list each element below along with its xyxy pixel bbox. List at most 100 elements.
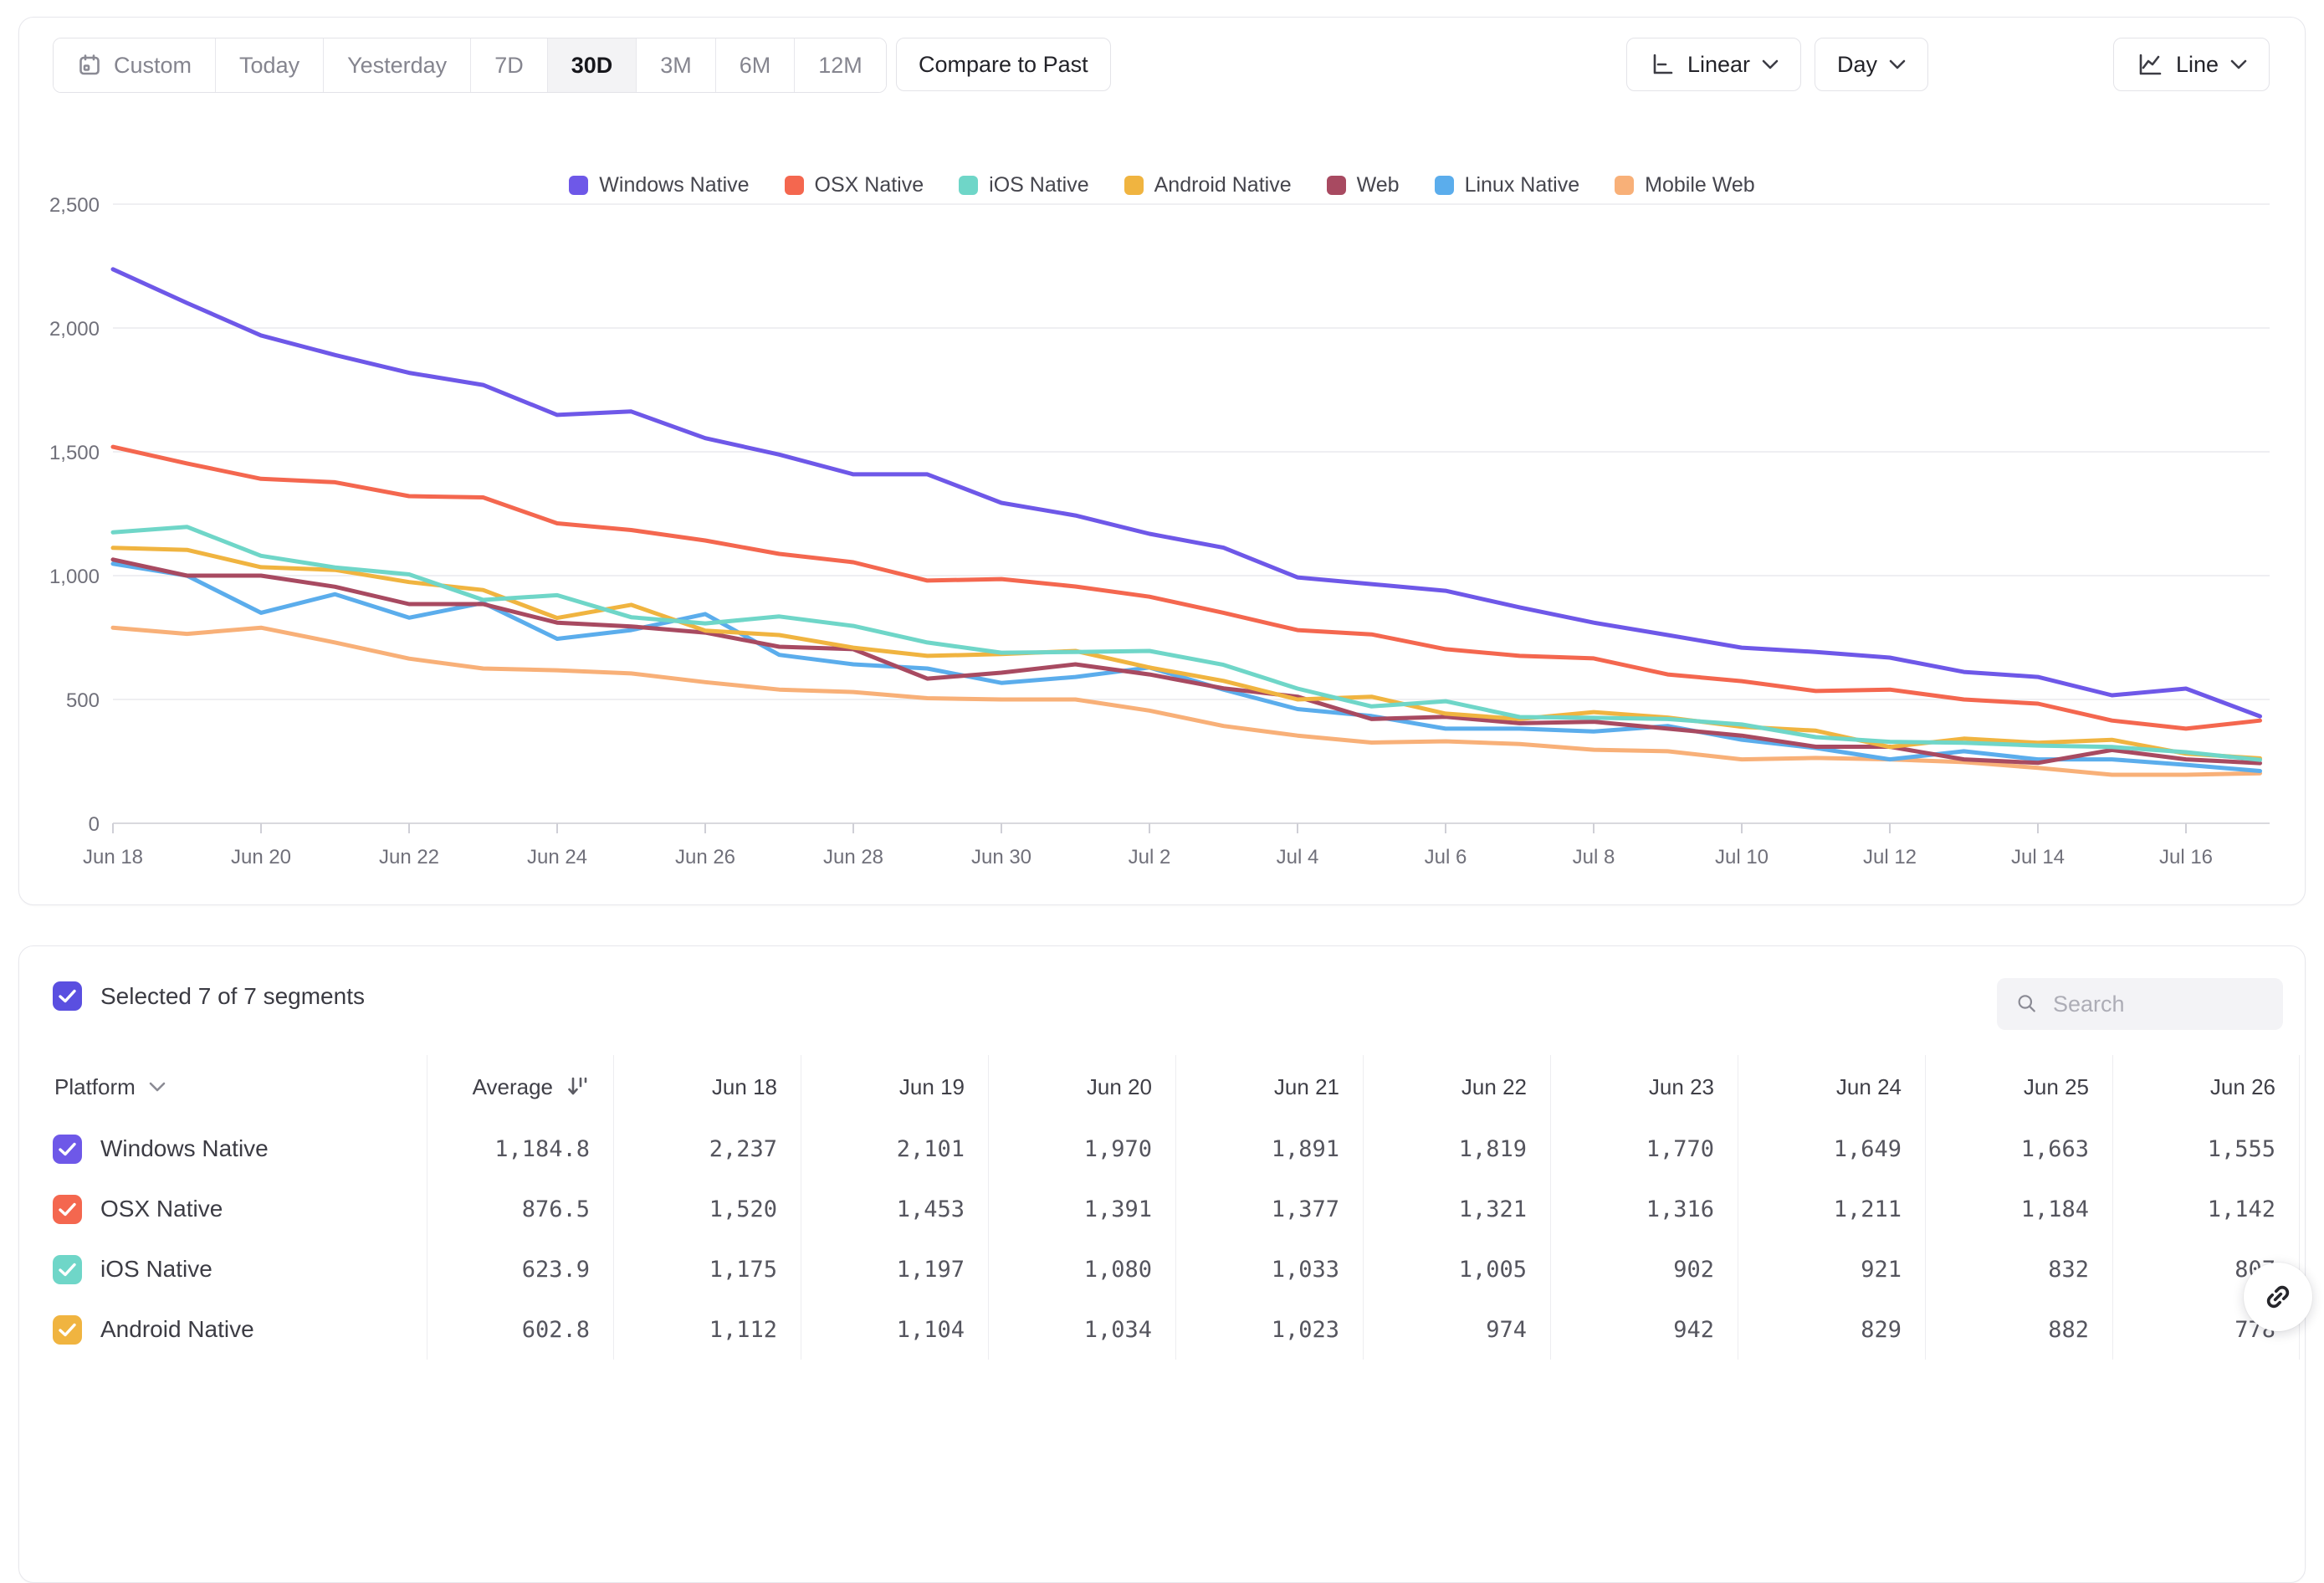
cell-value: 1,819	[1363, 1119, 1550, 1179]
cell-value: 829	[1738, 1299, 1925, 1360]
range-option-12m[interactable]: 12M	[795, 38, 886, 92]
range-option-3m[interactable]: 3M	[637, 38, 716, 92]
legend-item-windows-native[interactable]: Windows Native	[569, 173, 750, 197]
cell-value: 1,023	[1175, 1299, 1363, 1360]
svg-text:Jun 20: Jun 20	[231, 846, 291, 868]
date-column-header: Jun 25	[1925, 1055, 2112, 1119]
scale-selector-button[interactable]: Linear	[1625, 38, 1801, 91]
date-column-header: Jun 19	[801, 1055, 988, 1119]
chart-legend: Windows Native OSX Native iOS Native Androi…	[19, 173, 2305, 197]
segment-name: Android Native	[100, 1316, 254, 1342]
range-option-custom[interactable]: Custom	[54, 38, 217, 92]
series-line-windows-native	[110, 267, 2262, 719]
legend-swatch	[569, 176, 589, 195]
table-row-android-native: Android Native 602.8 1,112 1,104 1,034 1,023 9…	[19, 1299, 2305, 1360]
date-range-segmented-control: Custom Today Yesterday 7D 30D 3M 6M 12M	[53, 38, 887, 93]
check-icon	[59, 1142, 76, 1155]
average-value: 623.9	[427, 1239, 613, 1299]
check-icon	[59, 1263, 76, 1276]
svg-text:Jul 2: Jul 2	[1129, 846, 1171, 868]
cell-value: 1,184	[1925, 1179, 2112, 1239]
chart-type-selector-label: Line	[2175, 51, 2219, 77]
date-column-header: Jun 22	[1363, 1055, 1550, 1119]
legend-swatch	[1326, 176, 1346, 195]
legend-item-osx-native[interactable]: OSX Native	[784, 173, 924, 197]
cell-value: 1,555	[2112, 1119, 2300, 1179]
range-option-6m[interactable]: 6M	[715, 38, 796, 92]
segments-table-card: Selected 7 of 7 segments Platform Averag…	[18, 945, 2306, 1583]
legend-item-linux-native[interactable]: Linux Native	[1434, 173, 1579, 197]
legend-item-mobile-web[interactable]: Mobile Web	[1615, 173, 1755, 197]
sort-descending-icon	[568, 1077, 587, 1095]
cell-value: 1,770	[1550, 1119, 1738, 1179]
cell-value: 1,316	[1550, 1179, 1738, 1239]
cell-value: 1,891	[1175, 1119, 1363, 1179]
select-all-checkbox[interactable]	[53, 981, 82, 1011]
segment-checkbox[interactable]	[53, 1314, 82, 1345]
series-line-web	[110, 557, 2262, 766]
search-input[interactable]	[2050, 990, 2265, 1018]
svg-text:1,500: 1,500	[49, 442, 100, 464]
cell-value: 1,211	[1738, 1179, 1925, 1239]
cell-value: 921	[1738, 1239, 1925, 1299]
segment-checkbox[interactable]	[53, 1134, 82, 1164]
cell-value: 1,005	[1363, 1239, 1550, 1299]
cell-value: 902	[1550, 1239, 1738, 1299]
range-option-7d[interactable]: 7D	[471, 38, 548, 92]
cell-value: 1,377	[1175, 1179, 1363, 1239]
cell-value: 1,197	[801, 1239, 988, 1299]
table-row-osx-native: OSX Native 876.5 1,520 1,453 1,391 1,377 1,321…	[19, 1179, 2305, 1239]
segment-checkbox[interactable]	[53, 1194, 82, 1224]
cell-value: 1,112	[613, 1299, 801, 1360]
linear-scale-icon	[1653, 54, 1673, 74]
svg-text:500: 500	[66, 689, 100, 712]
date-column-header: Jun 20	[988, 1055, 1175, 1119]
line-chart-icon	[2139, 54, 2162, 75]
table-body: Windows Native 1,184.8 2,237 2,101 1,970 1,89…	[19, 1119, 2305, 1360]
legend-item-web[interactable]: Web	[1326, 173, 1400, 197]
calendar-icon	[79, 54, 100, 75]
cell-value: 2,101	[801, 1119, 988, 1179]
cell-value: 1,080	[988, 1239, 1175, 1299]
legend-item-ios-native[interactable]: iOS Native	[959, 173, 1089, 197]
check-icon	[59, 989, 76, 1003]
cell-value: 1,104	[801, 1299, 988, 1360]
average-column-header[interactable]: Average	[427, 1055, 613, 1119]
chart-type-selector-button[interactable]: Line	[2112, 38, 2270, 91]
svg-text:Jul 10: Jul 10	[1715, 846, 1769, 868]
date-column-header: Jun 24	[1738, 1055, 1925, 1119]
chevron-down-icon	[149, 1082, 166, 1092]
cell-value: 1,520	[613, 1179, 801, 1239]
segments-search-box	[1997, 978, 2283, 1030]
range-option-today[interactable]: Today	[216, 38, 325, 92]
cell-value: 1,970	[988, 1119, 1175, 1179]
svg-text:Jul 4: Jul 4	[1277, 846, 1319, 868]
interval-selector-label: Day	[1836, 51, 1877, 77]
legend-label: Android Native	[1154, 173, 1292, 197]
range-option-30d[interactable]: 30D	[547, 38, 637, 92]
platform-header-label: Platform	[54, 1073, 136, 1099]
cell-value: 1,034	[988, 1299, 1175, 1360]
table-header-row: Platform Average Jun 18 Jun 19 Jun 20 Jun 2…	[19, 1055, 2305, 1119]
copy-link-button[interactable]	[2244, 1263, 2312, 1331]
svg-text:Jun 26: Jun 26	[675, 846, 735, 868]
segment-checkbox[interactable]	[53, 1254, 82, 1284]
legend-label: iOS Native	[989, 173, 1089, 197]
interval-selector-button[interactable]: Day	[1814, 38, 1928, 91]
legend-item-android-native[interactable]: Android Native	[1124, 173, 1292, 197]
chevron-down-icon	[1762, 59, 1779, 69]
scale-selector-label: Linear	[1687, 51, 1750, 77]
svg-text:2,500: 2,500	[49, 194, 100, 217]
legend-swatch	[1434, 176, 1454, 195]
range-option-yesterday[interactable]: Yesterday	[324, 38, 472, 92]
check-icon	[59, 1323, 76, 1336]
compare-to-past-button[interactable]: Compare to Past	[896, 38, 1111, 91]
link-icon	[2266, 1285, 2290, 1309]
legend-label: Mobile Web	[1645, 173, 1755, 197]
date-column-header: Jun 23	[1550, 1055, 1738, 1119]
svg-text:2,000: 2,000	[49, 318, 100, 341]
table-row-ios-native: iOS Native 623.9 1,175 1,197 1,080 1,033 1,005…	[19, 1239, 2305, 1299]
date-column-header: Jun 21	[1175, 1055, 1363, 1119]
legend-label: Windows Native	[599, 173, 750, 197]
platform-column-header[interactable]: Platform	[19, 1055, 427, 1119]
